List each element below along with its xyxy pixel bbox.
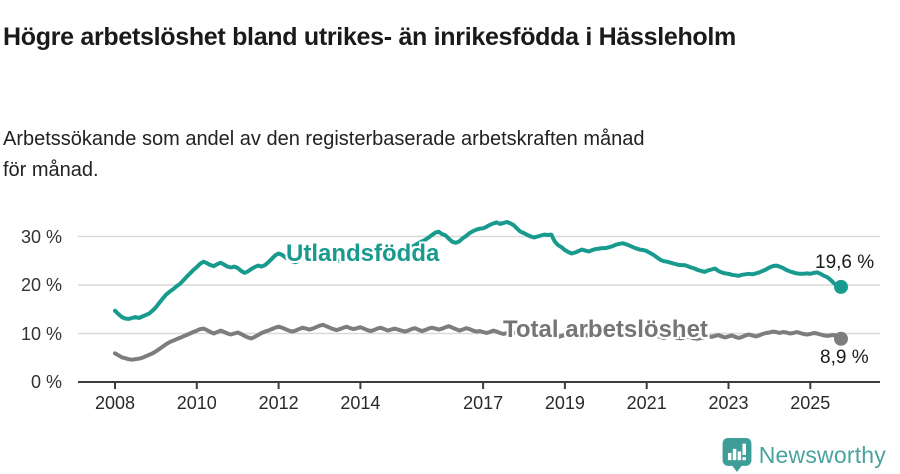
x-tick-label: 2025 — [790, 393, 831, 413]
y-tick-label: 30 % — [20, 226, 62, 247]
series-label-utlandsfodda: Utlandsfödda — [286, 240, 440, 267]
newsworthy-brand-text: Newsworthy — [758, 441, 886, 468]
series-line-total-arbetslöshet — [113, 322, 843, 362]
series-line-utlandsfödda — [113, 220, 843, 321]
newsworthy-logo-icon — [722, 438, 752, 472]
x-tick-label: 2021 — [626, 393, 667, 413]
x-tick-label: 2014 — [340, 393, 381, 413]
x-tick-label: 2012 — [258, 393, 299, 413]
x-tick-label: 2008 — [94, 393, 136, 413]
x-tick-label: 2010 — [176, 393, 217, 413]
y-tick-label: 20 % — [20, 275, 62, 295]
y-tick-label: 10 % — [20, 323, 62, 344]
series-label-total-arbetsloshet: Total arbetslöshet — [503, 316, 708, 343]
x-tick-label: 2019 — [544, 393, 585, 413]
newsworthy-logo: Newsworthy — [722, 438, 886, 472]
x-tick-label: 2017 — [463, 393, 504, 413]
chart-subtitle: Arbetssökande som andel av den registerb… — [3, 128, 645, 181]
end-value-label-utlandsfodda: 19,6 % — [815, 252, 875, 273]
end-value-label-total: 8,9 % — [820, 347, 869, 368]
y-axis-labels: 0 % 10 % 20 % 30 % — [0, 0, 62, 474]
x-tick-label: 2023 — [708, 393, 749, 413]
series-end-dot — [834, 279, 848, 294]
series-end-dot — [834, 331, 848, 346]
y-tick-label: 0 % — [30, 372, 62, 392]
chart-title: Högre arbetslöshet bland utrikes- än inr… — [3, 22, 736, 51]
